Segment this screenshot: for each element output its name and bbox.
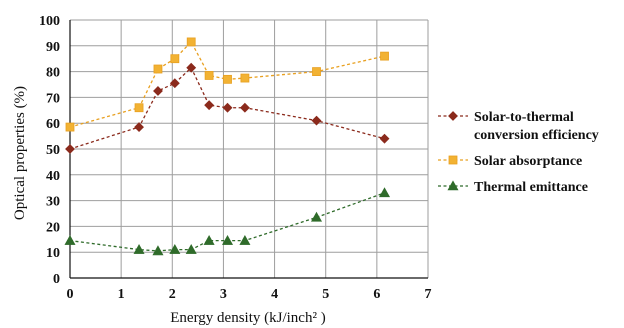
data-point — [153, 64, 163, 74]
data-point — [134, 122, 144, 132]
data-point — [239, 234, 251, 245]
x-tick-label: 0 — [67, 287, 74, 302]
data-point — [186, 37, 196, 47]
series-layer — [64, 37, 391, 256]
series-0 — [65, 62, 390, 154]
y-tick-label: 100 — [39, 14, 60, 29]
series-2 — [64, 187, 391, 256]
data-point — [203, 234, 215, 245]
data-point — [448, 155, 458, 165]
legend-item-2: Thermal emittance — [438, 180, 588, 195]
y-tick-label: 0 — [53, 272, 60, 287]
x-tick-label: 3 — [220, 287, 227, 302]
data-point — [185, 244, 197, 254]
data-point — [222, 102, 233, 113]
x-tick-label: 4 — [271, 287, 278, 302]
data-point — [134, 103, 144, 113]
legend-label: Thermal emittance — [474, 180, 588, 195]
data-point — [65, 122, 75, 132]
series-1 — [65, 37, 389, 132]
y-tick-label: 10 — [46, 246, 60, 261]
y-axis-title: Optical properties (%) — [12, 86, 28, 220]
data-point — [153, 86, 163, 96]
x-tick-label: 7 — [425, 287, 432, 302]
series-line — [69, 40, 385, 128]
data-point — [310, 211, 323, 222]
series-line — [69, 192, 385, 252]
x-tick-labels: 0 1 2 3 4 5 6 7 — [67, 287, 432, 302]
y-tick-labels: 0 10 20 30 40 50 60 70 80 90 100 — [39, 14, 60, 287]
legend-item-1: Solar absorptance — [438, 154, 582, 169]
legend-label: conversion efficiency — [474, 128, 599, 143]
data-point — [239, 102, 250, 113]
data-point — [223, 74, 232, 84]
data-point — [240, 73, 250, 83]
y-tick-label: 40 — [46, 169, 60, 184]
y-tick-label: 30 — [46, 195, 60, 210]
data-point — [312, 67, 321, 76]
data-point — [448, 111, 458, 121]
data-point — [186, 62, 197, 73]
data-point — [380, 51, 389, 61]
x-tick-label: 2 — [169, 287, 176, 302]
data-point — [379, 187, 391, 198]
data-point — [222, 234, 234, 245]
legend-label: Solar-to-thermal — [474, 110, 574, 125]
x-tick-label: 5 — [322, 287, 329, 302]
data-point — [379, 133, 390, 144]
legend-item-0: Solar-to-thermal conversion efficiency — [438, 110, 599, 143]
y-tick-label: 90 — [46, 40, 60, 55]
y-tick-label: 80 — [46, 66, 60, 81]
x-tick-label: 1 — [118, 287, 125, 302]
data-point — [152, 245, 164, 256]
data-point — [64, 234, 76, 245]
data-point — [169, 78, 180, 89]
y-tick-label: 50 — [46, 143, 60, 158]
y-tick-label: 20 — [46, 220, 60, 235]
data-point — [169, 244, 181, 254]
y-tick-label: 70 — [46, 91, 60, 106]
legend-label: Solar absorptance — [474, 154, 582, 169]
data-point — [65, 144, 75, 154]
data-point — [447, 180, 459, 191]
data-point — [133, 244, 145, 254]
y-tick-label: 60 — [46, 117, 60, 132]
data-point — [204, 71, 214, 80]
data-point — [170, 54, 180, 64]
data-point — [311, 115, 322, 126]
x-axis-title: Energy density (kJ/inch² ) — [170, 310, 325, 326]
x-tick-label: 6 — [373, 287, 380, 302]
data-point — [204, 100, 215, 111]
